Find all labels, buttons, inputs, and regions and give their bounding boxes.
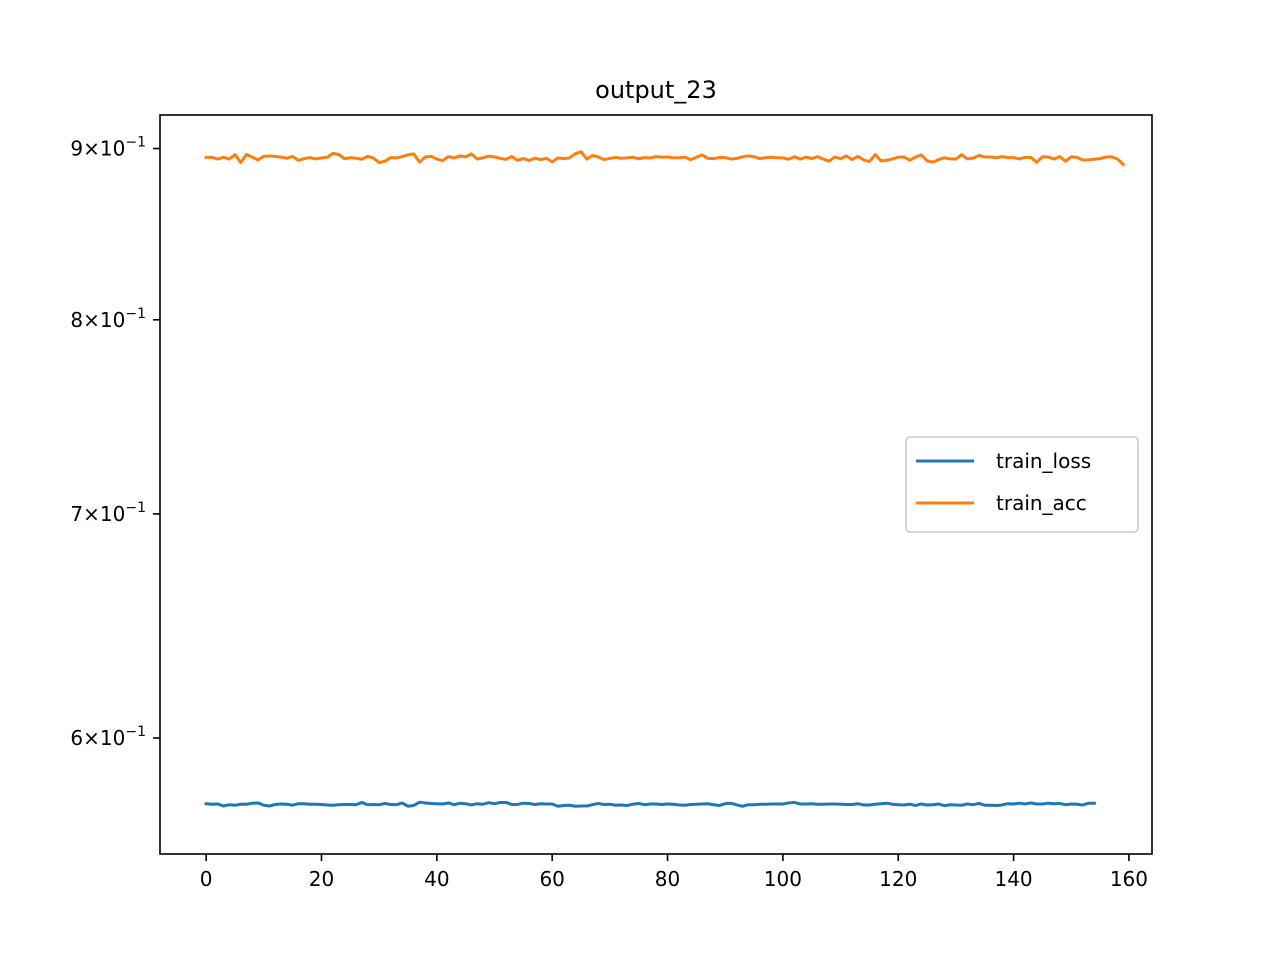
- x-tick-label: 40: [424, 867, 449, 891]
- y-axis: 6×10−1 7×10−1 8×10−1 9×10−1: [70, 135, 160, 750]
- y-tick-label: 7×10−1: [70, 500, 146, 526]
- x-tick-label: 0: [200, 867, 213, 891]
- legend: train_loss train_acc: [905, 436, 1139, 533]
- x-tick-label: 80: [655, 867, 680, 891]
- series-layer: [204, 150, 1126, 808]
- x-tick-label: 140: [994, 867, 1032, 891]
- legend-label-train-loss: train_loss: [996, 449, 1091, 473]
- x-tick-label: 160: [1110, 867, 1148, 891]
- legend-label-train-acc: train_acc: [996, 491, 1087, 515]
- y-tick-label: 9×10−1: [70, 135, 146, 161]
- y-tick-label: 6×10−1: [70, 724, 146, 750]
- x-tick-label: 120: [879, 867, 917, 891]
- series-line-train-acc: [204, 150, 1126, 167]
- y-tick-label: 8×10−1: [70, 306, 146, 332]
- series-line-train-loss: [204, 800, 1096, 808]
- x-tick-label: 20: [309, 867, 334, 891]
- x-axis: 0 20 40 60 80 100 120 140 160: [200, 854, 1148, 891]
- x-tick-label: 100: [764, 867, 802, 891]
- chart-title: output_23: [595, 76, 717, 104]
- plot-area-frame: [159, 114, 1153, 855]
- x-tick-label: 60: [539, 867, 564, 891]
